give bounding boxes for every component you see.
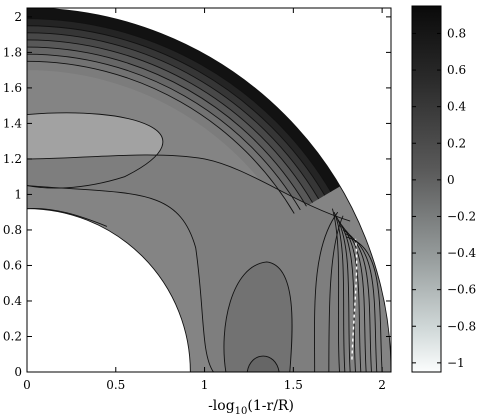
contour-line [328,215,344,372]
y-tick-label: 0.8 [3,223,22,237]
y-tick-label: 2 [14,10,22,24]
colorbar: 0.8 0.6 0.4 0.2 0 −0.2 −0.4 −0.6 −0.8 −1 [411,5,477,373]
contour-line [27,207,108,227]
x-axis-title: -log10(1-r/R) [208,398,294,417]
x-tick-label: 2 [378,378,386,392]
exterior [27,8,391,372]
contour-line [27,53,301,211]
contour-line [346,236,383,372]
y-tick-label: 0 [14,365,22,379]
x-tick-label: 1 [201,378,209,392]
plot-frame [26,7,392,373]
y-tick-label: 0.2 [3,329,22,343]
y-axis: 0 0.2 0.4 0.6 0.8 1 1.2 1.4 1.6 1.8 2 [3,10,391,379]
colorbar-ticks: 0.8 0.6 0.4 0.2 0 −0.2 −0.4 −0.6 −0.8 −1 [412,26,477,370]
colorbar-tick-label: 0.2 [447,136,466,150]
shell-band [27,61,295,219]
contour-line [27,60,295,214]
contour-line [223,261,293,372]
y-tick-label: 0.4 [3,294,22,308]
contour-line [331,208,340,372]
colorbar-tick-label: −0.2 [447,209,476,223]
contour-line [27,154,351,222]
colorbar-tick-label: −1 [447,356,465,370]
y-tick-label: 1.6 [3,81,22,95]
y-tick-label: 1.8 [3,45,22,59]
y-tick-label: 1.4 [3,116,22,130]
colorbar-tick-label: 0.8 [447,26,466,40]
y-tick-label: 1 [14,187,22,201]
contour-line [314,211,339,372]
contour-line [246,355,280,372]
shell-band [27,32,319,203]
shell-band [27,25,325,200]
shell-band [27,54,301,214]
colorbar-tick-label: 0 [447,173,455,187]
colorbar-tick-label: −0.6 [447,283,476,297]
contour-line [335,215,351,372]
contour-line [27,32,320,200]
inner-core [27,208,191,372]
colorbar-tick-label: 0.6 [447,63,466,77]
shell-band [27,47,307,210]
contour-line [27,39,313,203]
plot-area [27,8,391,372]
contour-line [27,18,332,193]
contour-line [27,25,326,196]
contour-lines [27,8,391,372]
equatorial-core [247,356,280,372]
colorbar-tick-label: 0.4 [447,100,466,114]
colorbar-gradient [411,5,442,373]
shell-band [27,39,313,207]
x-tick-label: 0.5 [106,378,125,392]
colorbar-tick-label: −0.4 [447,246,477,260]
inner-boundary [27,208,191,372]
contour-line [27,185,214,372]
contour-line [339,222,362,372]
equatorial-pocket [223,261,293,372]
y-tick-label: 1.2 [3,152,22,166]
contour-line [27,46,307,207]
outer-boundary [27,8,391,372]
colorbar-tick-label: −0.8 [447,319,476,333]
x-axis: 0 0.5 1 1.5 2 [23,8,386,392]
x-tick-label: 0 [23,378,31,392]
shell-band [27,8,341,192]
shell-band [27,18,331,196]
contour-line [333,212,346,372]
contour-fills [27,8,391,372]
x-tick-label: 1.5 [284,378,303,392]
y-tick-label: 0.6 [3,258,22,272]
